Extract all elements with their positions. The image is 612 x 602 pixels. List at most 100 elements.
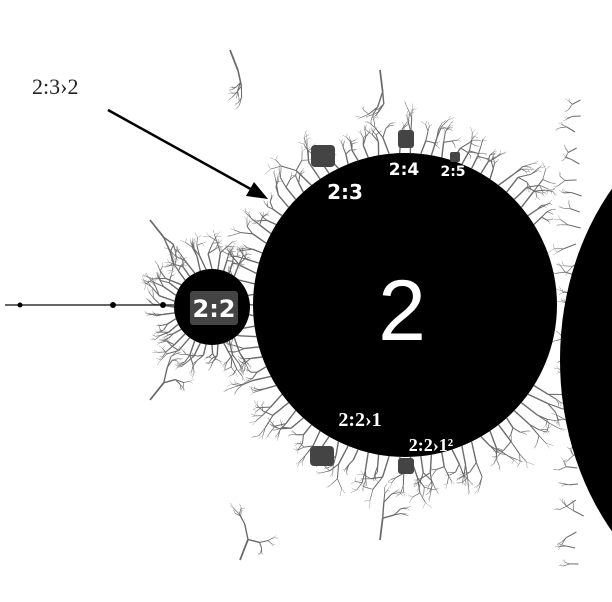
filament-branch bbox=[239, 245, 241, 249]
filament-branch bbox=[264, 202, 268, 207]
filament-branch bbox=[173, 333, 186, 346]
filament-branch bbox=[162, 351, 167, 358]
antenna-node-1 bbox=[17, 302, 23, 308]
filament-branch bbox=[564, 157, 568, 159]
filament-branch bbox=[495, 451, 498, 456]
filament-branch bbox=[149, 219, 165, 238]
filament-branch bbox=[470, 155, 479, 169]
filament-branch bbox=[231, 351, 237, 353]
filament-branch bbox=[278, 168, 280, 172]
filament-branch bbox=[365, 479, 367, 486]
filament-branch bbox=[234, 389, 237, 394]
filament-branch bbox=[247, 257, 251, 259]
filament-branch bbox=[264, 168, 271, 175]
filament-branch bbox=[558, 565, 564, 567]
filament-branch bbox=[196, 237, 198, 246]
filament-branch bbox=[290, 417, 304, 429]
filament-branch bbox=[261, 435, 264, 440]
filament-branch bbox=[561, 537, 567, 543]
filament-branch bbox=[557, 215, 561, 220]
filament-branch bbox=[191, 373, 195, 379]
filament-branch bbox=[252, 248, 263, 254]
filament-branch bbox=[324, 467, 329, 469]
filament-branch bbox=[244, 362, 246, 371]
filament-branch bbox=[269, 197, 273, 203]
filament-branch bbox=[561, 484, 565, 486]
filament-branch bbox=[183, 387, 185, 392]
filament-branch bbox=[545, 419, 548, 426]
filament-branch bbox=[559, 126, 567, 129]
filament-branch bbox=[525, 430, 530, 432]
filament-branch bbox=[448, 475, 452, 482]
filament-branch bbox=[271, 543, 274, 547]
filament-branch bbox=[506, 417, 514, 429]
filament-branch bbox=[568, 147, 577, 153]
filament-branch bbox=[176, 364, 180, 368]
filament-branch bbox=[148, 289, 152, 293]
filament-branch bbox=[563, 207, 571, 210]
filament-branch bbox=[206, 356, 210, 358]
filament-branch bbox=[546, 443, 554, 446]
filament-branch bbox=[302, 171, 305, 174]
filament-branch bbox=[390, 123, 395, 125]
filament-branch bbox=[372, 476, 384, 490]
filament-branch bbox=[269, 157, 276, 161]
filament-branch bbox=[300, 443, 305, 448]
filament-branch bbox=[391, 490, 398, 495]
filament-branch bbox=[266, 219, 277, 226]
filament-branch bbox=[233, 263, 240, 277]
filament-branch bbox=[458, 463, 465, 476]
filament-branch bbox=[413, 483, 416, 486]
filament-branch bbox=[536, 196, 540, 200]
filament-branch bbox=[565, 98, 569, 102]
filament-branch bbox=[406, 508, 410, 511]
filament-branch bbox=[266, 200, 268, 204]
filament-branch bbox=[551, 190, 553, 195]
filament-branch bbox=[176, 345, 181, 352]
filament-branch bbox=[175, 245, 178, 250]
filament-branch bbox=[498, 424, 512, 442]
filament-branch bbox=[202, 344, 207, 356]
filament-branch bbox=[220, 246, 228, 253]
filament-branch bbox=[566, 446, 571, 450]
filament-branch bbox=[246, 251, 247, 255]
filament-branch bbox=[360, 133, 364, 139]
filament-branch bbox=[229, 374, 233, 377]
filament-branch bbox=[205, 232, 210, 237]
filament-branch bbox=[235, 85, 242, 94]
filament-branch bbox=[535, 196, 537, 200]
filament-branch bbox=[449, 124, 454, 128]
filament-branch bbox=[549, 422, 559, 429]
filament-branch bbox=[454, 144, 456, 148]
filament-branch bbox=[338, 139, 342, 143]
filament-branch bbox=[530, 166, 535, 170]
filament-branch bbox=[264, 415, 274, 428]
filament-branch bbox=[157, 332, 160, 335]
filament-branch bbox=[302, 455, 306, 462]
filament-branch bbox=[447, 471, 451, 473]
filament-branch bbox=[356, 482, 363, 491]
filament-branch bbox=[451, 480, 455, 485]
filament-branch bbox=[558, 466, 567, 471]
filament-branch bbox=[387, 481, 392, 483]
filament-branch bbox=[212, 353, 217, 360]
filament-branch bbox=[562, 118, 567, 122]
filament-branch bbox=[351, 149, 359, 161]
filament-branch bbox=[152, 289, 154, 293]
filament-branch bbox=[212, 361, 214, 364]
filament-branch bbox=[163, 286, 177, 296]
filament-branch bbox=[207, 248, 216, 255]
filament-branch bbox=[180, 240, 186, 243]
filament-branch bbox=[566, 126, 576, 133]
filament-branch bbox=[295, 169, 312, 186]
filament-branch bbox=[255, 220, 260, 224]
filament-branch bbox=[462, 481, 466, 486]
filament-branch bbox=[547, 393, 557, 400]
filament-branch bbox=[373, 111, 376, 114]
filament-branch bbox=[447, 117, 454, 121]
filament-branch bbox=[448, 128, 453, 131]
filament-branch bbox=[312, 430, 321, 447]
filament-branch bbox=[443, 483, 448, 486]
filament-branch bbox=[244, 257, 248, 260]
filament-branch bbox=[297, 461, 300, 468]
